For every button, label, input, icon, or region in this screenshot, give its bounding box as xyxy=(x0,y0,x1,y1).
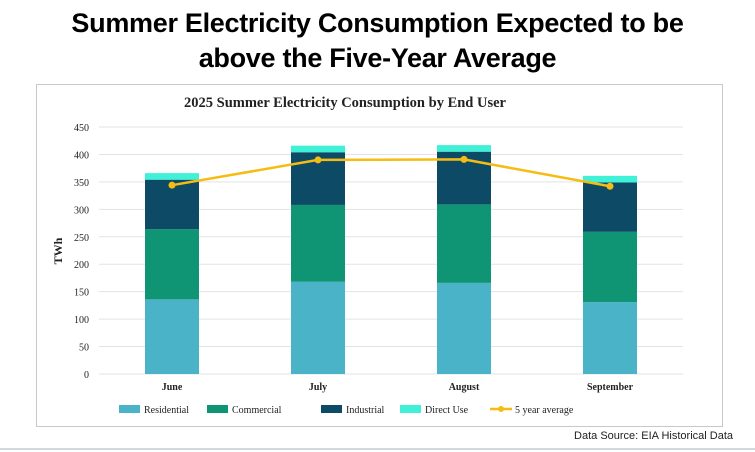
y-tick-label: 350 xyxy=(74,178,89,189)
x-tick-label: September xyxy=(587,382,634,393)
bars xyxy=(145,145,637,374)
bar-segment-commercial xyxy=(583,231,637,303)
bar-segment-direct-use xyxy=(583,175,637,183)
y-tick-label: 150 xyxy=(74,288,89,299)
bar-segment-residential xyxy=(291,281,345,374)
y-axis-label: TWh xyxy=(51,237,65,264)
y-tick-label: 0 xyxy=(84,370,89,381)
bar-segment-commercial xyxy=(291,204,345,282)
legend-swatch xyxy=(207,405,228,413)
average-line-path xyxy=(171,158,611,188)
legend-swatch xyxy=(119,405,140,413)
bar-segment-commercial xyxy=(437,204,491,283)
legend-label: Industrial xyxy=(346,405,385,416)
y-tick-label: 450 xyxy=(74,123,89,134)
bar-segment-residential xyxy=(583,302,637,374)
x-tick-label: June xyxy=(162,382,183,393)
bar-segment-industrial xyxy=(583,182,637,232)
bar-segment-residential xyxy=(437,282,491,374)
five-year-average-line xyxy=(168,155,614,190)
data-source-note: Data Source: EIA Historical Data xyxy=(574,430,733,442)
average-point xyxy=(314,156,322,164)
chart-frame: 2025 Summer Electricity Consumption by E… xyxy=(36,84,723,427)
y-axis-ticks: 0 50 100 150 200 250 300 350 400 450 xyxy=(74,123,89,381)
chart-title: 2025 Summer Electricity Consumption by E… xyxy=(184,95,507,111)
y-tick-label: 300 xyxy=(74,205,89,216)
bar-segment-residential xyxy=(145,299,199,374)
legend-swatch xyxy=(321,405,342,413)
legend-label: Direct Use xyxy=(425,405,469,416)
bar-segment-direct-use xyxy=(437,145,491,152)
legend-label: 5 year average xyxy=(515,405,574,416)
y-tick-label: 100 xyxy=(74,315,89,326)
bar-segment-direct-use xyxy=(291,145,345,153)
headline-line-2: above the Five-Year Average xyxy=(198,43,557,73)
average-point xyxy=(460,155,468,163)
x-tick-label: August xyxy=(449,382,480,393)
legend-swatch xyxy=(400,405,421,413)
legend-label: Commercial xyxy=(232,405,282,416)
bottom-divider xyxy=(0,448,755,450)
legend: Residential Commercial Industrial Direct Us… xyxy=(119,405,574,416)
bar-segment-commercial xyxy=(145,229,199,300)
x-tick-label: July xyxy=(309,382,327,393)
x-axis-ticks: June July August September xyxy=(162,382,634,393)
stacked-bar-chart: 2025 Summer Electricity Consumption by E… xyxy=(51,95,683,416)
average-point xyxy=(606,182,614,190)
y-tick-label: 250 xyxy=(74,233,89,244)
headline-line-1: Summer Electricity Consumption Expected … xyxy=(71,8,684,38)
average-point xyxy=(168,181,176,189)
legend-label: Residential xyxy=(144,405,189,416)
y-tick-label: 50 xyxy=(79,343,89,354)
legend-line-marker xyxy=(498,406,504,412)
y-tick-label: 200 xyxy=(74,260,89,271)
y-tick-label: 400 xyxy=(74,150,89,161)
bar-segment-direct-use xyxy=(145,173,199,180)
